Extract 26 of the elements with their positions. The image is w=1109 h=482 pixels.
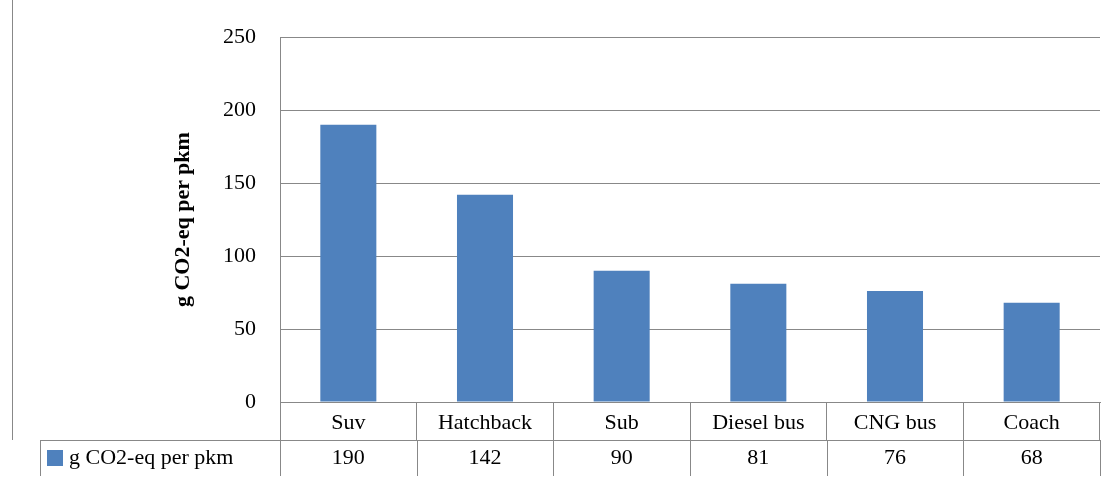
bar	[320, 124, 377, 402]
legend-label: g CO2-eq per pkm	[69, 443, 234, 469]
x-tick-label: Hatchback	[437, 408, 533, 434]
data-label: 68	[1020, 443, 1043, 469]
x-tick-label: Sub	[604, 408, 639, 434]
x-tick-label: Suv	[331, 408, 366, 434]
bar	[1003, 302, 1060, 402]
y-tick-label: 100	[223, 241, 256, 267]
data-label: 90	[610, 443, 633, 469]
bar	[730, 283, 787, 402]
data-label: 81	[747, 443, 770, 469]
x-tick-label: Coach	[1003, 408, 1060, 434]
x-tick-label: CNG bus	[853, 408, 937, 434]
data-label: 142	[468, 443, 502, 469]
y-axis-title: g CO2-eq per pkm	[168, 132, 194, 308]
y-tick-label: 0	[245, 387, 256, 413]
y-tick-label: 200	[223, 95, 256, 121]
bar	[866, 291, 924, 402]
data-label: 76	[884, 443, 906, 469]
y-tick-label: 250	[223, 22, 256, 48]
y-tick-label: 50	[234, 314, 256, 340]
y-tick-label: 150	[223, 168, 256, 194]
bar	[593, 270, 650, 402]
bar	[456, 194, 514, 402]
x-tick-label: Diesel bus	[712, 408, 805, 434]
data-label: 190	[331, 443, 365, 469]
